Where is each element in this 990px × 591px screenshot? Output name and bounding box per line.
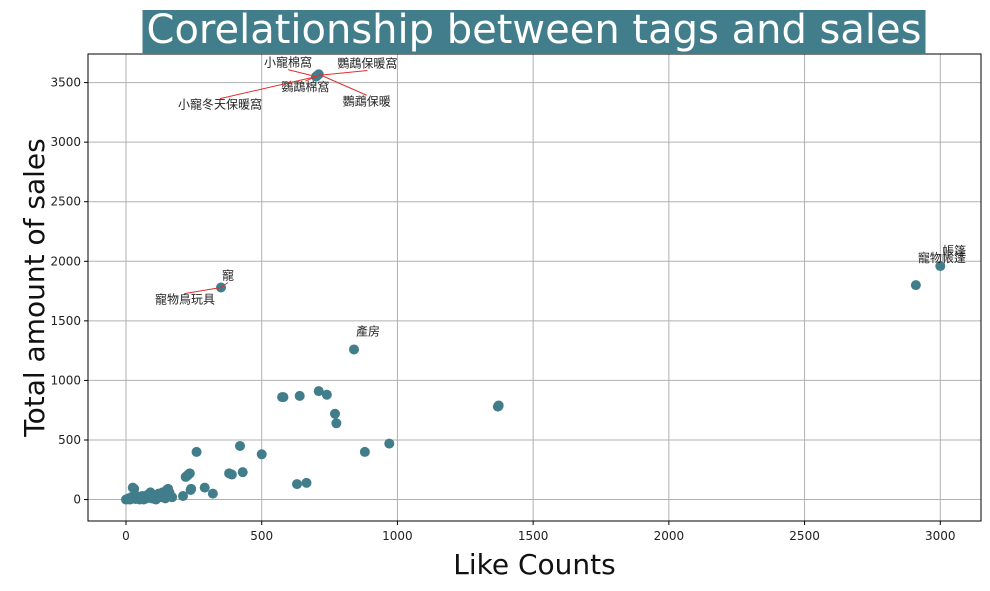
annotation-label: 寵物鳥玩具 (155, 292, 215, 307)
y-tick-label: 3500 (50, 76, 81, 90)
data-point (330, 408, 340, 419)
data-point (321, 389, 332, 400)
annotation-label: 寵物帳篷 (918, 250, 966, 265)
annotation-label: 產房 (356, 323, 380, 338)
ticks-layer: 0 500 1000 1500 2000 2500 3000 0 500 1000 1500 2000… (50, 76, 955, 543)
data-point (294, 390, 305, 401)
data-point (384, 438, 395, 449)
data-point (910, 280, 921, 291)
annotation-arrow (219, 76, 317, 100)
data-point (184, 468, 195, 479)
data-point (331, 418, 342, 429)
annotation-label: 鸚鵡保暖 (343, 94, 391, 108)
data-point (178, 490, 188, 501)
data-point (493, 400, 504, 411)
x-axis-label: Like Counts (453, 548, 615, 581)
x-tick-label: 2000 (654, 529, 685, 543)
chart-title: Corelationship between tags and sales (147, 7, 922, 53)
data-point (191, 446, 202, 457)
x-tick-label: 2500 (789, 529, 820, 543)
y-tick-label: 3000 (50, 135, 81, 149)
data-point (235, 440, 245, 451)
data-point (278, 392, 289, 403)
grid-layer (88, 54, 981, 521)
data-point (301, 477, 312, 488)
annotation-arrow (317, 69, 368, 76)
title-layer: Corelationship between tags and sales (142, 7, 926, 54)
annotation-label: 鸚鵡保暖窩 (337, 55, 397, 70)
y-tick-label: 500 (58, 433, 81, 447)
data-point (313, 386, 324, 397)
data-point (349, 344, 359, 355)
annotation-label: 小寵棉窩 (264, 55, 312, 70)
data-point (256, 449, 267, 460)
annotation-arrow (184, 287, 222, 294)
annotation-label: 帳篷 (942, 243, 966, 258)
data-point (207, 488, 218, 499)
data-point (226, 469, 237, 480)
data-point (167, 492, 178, 503)
annotation-label: 小寵冬天保暖窩 (178, 97, 262, 112)
y-tick-label: 1000 (50, 373, 81, 387)
x-tick-label: 1000 (382, 529, 413, 543)
annotation-label: 鸚鵡棉窩 (281, 79, 329, 94)
points-layer (121, 69, 946, 505)
data-point (237, 467, 248, 478)
annotation-arrow (318, 73, 367, 96)
title-background (142, 10, 926, 54)
annotation-arrow (287, 69, 317, 78)
y-tick-label: 0 (73, 493, 81, 507)
y-tick-label: 2500 (50, 195, 81, 209)
x-tick-label: 1500 (518, 529, 549, 543)
data-point (199, 482, 210, 493)
x-tick-label: 0 (122, 529, 130, 543)
y-tick-label: 1500 (50, 314, 81, 328)
y-axis-label: Total amount of sales (18, 138, 51, 437)
x-tick-label: 3000 (925, 529, 956, 543)
data-point (935, 261, 946, 272)
data-point (129, 483, 140, 494)
data-point (359, 446, 370, 457)
x-tick-label: 500 (250, 529, 273, 543)
data-point (292, 479, 302, 490)
data-point (186, 483, 197, 494)
annotation-label: 寵 (222, 268, 234, 283)
annotation-arrow (220, 282, 229, 288)
y-tick-label: 2000 (50, 254, 81, 268)
